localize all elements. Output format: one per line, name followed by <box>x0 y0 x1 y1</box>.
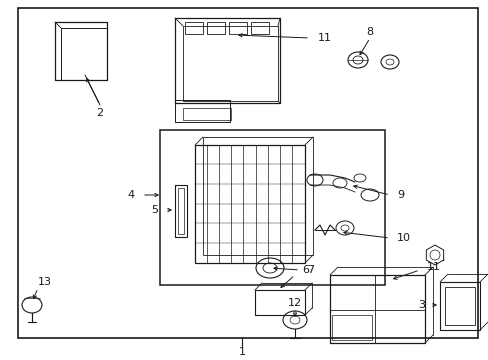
Text: 8: 8 <box>366 27 373 37</box>
Text: 5: 5 <box>151 205 158 215</box>
Bar <box>183 108 230 120</box>
Bar <box>254 290 305 315</box>
Bar <box>184 22 203 34</box>
Bar <box>206 22 224 34</box>
Bar <box>203 137 312 255</box>
Bar <box>175 18 280 103</box>
Text: 12: 12 <box>287 298 302 308</box>
Bar <box>250 22 268 34</box>
Bar <box>61 28 107 80</box>
Bar <box>160 130 384 285</box>
Text: 13: 13 <box>38 277 52 287</box>
Text: 10: 10 <box>396 233 410 243</box>
Text: 9: 9 <box>396 190 403 200</box>
Text: 4: 4 <box>128 190 135 200</box>
Bar <box>195 145 305 263</box>
Text: 11: 11 <box>317 33 331 43</box>
Bar <box>439 282 479 330</box>
Text: 1: 1 <box>238 347 245 357</box>
Bar <box>329 275 424 343</box>
Bar <box>178 188 183 234</box>
Bar <box>444 287 474 325</box>
Text: 2: 2 <box>96 108 103 118</box>
Bar <box>175 100 229 122</box>
Bar <box>55 22 107 80</box>
Text: 11: 11 <box>426 262 440 272</box>
Bar <box>228 22 246 34</box>
Bar <box>175 185 186 237</box>
Bar <box>331 315 371 340</box>
Text: 6: 6 <box>302 265 308 275</box>
Bar <box>183 26 278 101</box>
Text: 3: 3 <box>417 300 424 310</box>
Text: 7: 7 <box>306 265 313 275</box>
